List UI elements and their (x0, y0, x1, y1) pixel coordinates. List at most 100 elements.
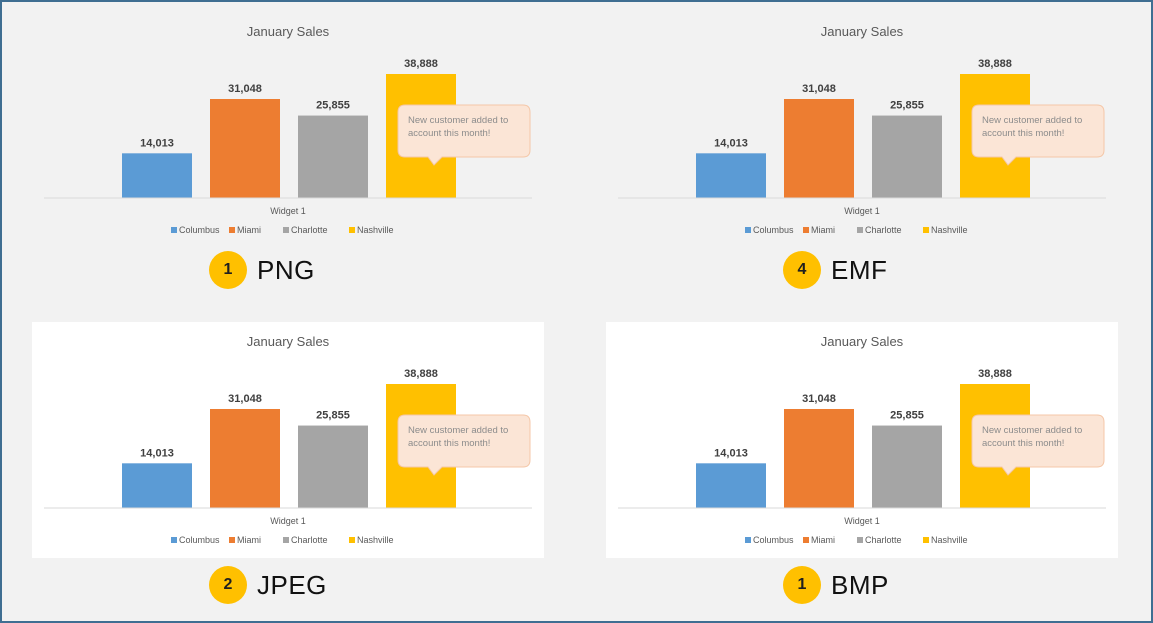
legend-label-miami: Miami (237, 225, 261, 235)
data-label-columbus: 14,013 (714, 137, 748, 149)
legend-swatch-charlotte (857, 227, 863, 233)
callout-bubble (971, 414, 1105, 476)
data-label-miami: 31,048 (802, 83, 836, 95)
legend-swatch-miami (229, 227, 235, 233)
legend-swatch-charlotte (283, 227, 289, 233)
legend-swatch-charlotte (857, 537, 863, 543)
rank-badge: 4 (783, 251, 821, 289)
chart-title: January Sales (247, 24, 330, 39)
legend-swatch-miami (229, 537, 235, 543)
data-label-nashville: 38,888 (404, 368, 438, 380)
bar-columbus (696, 153, 766, 198)
data-label-miami: 31,048 (228, 83, 262, 95)
callout-bubble (397, 104, 531, 166)
chart-panel-jpeg: January Sales 14,013 31,048 25,855 38,888 W… (32, 322, 544, 558)
legend-label-charlotte: Charlotte (291, 225, 328, 235)
bar-columbus (122, 153, 192, 198)
category-label: Widget 1 (270, 516, 306, 526)
callout-line-1: New customer added to (982, 425, 1082, 436)
legend-swatch-charlotte (283, 537, 289, 543)
callout-line-2: account this month! (408, 128, 490, 139)
category-label: Widget 1 (844, 516, 880, 526)
data-label-charlotte: 25,855 (316, 410, 350, 422)
legend-swatch-miami (803, 537, 809, 543)
data-label-nashville: 38,888 (404, 58, 438, 70)
data-label-charlotte: 25,855 (890, 410, 924, 422)
callout-line-1: New customer added to (408, 115, 508, 126)
format-label: EMF (831, 254, 888, 285)
chart-svg: January Sales 14,013 31,048 25,855 38,888 W… (618, 24, 1106, 235)
format-label: BMP (831, 569, 889, 600)
chart-title: January Sales (247, 334, 330, 349)
callout-line-1: New customer added to (408, 425, 508, 436)
data-label-miami: 31,048 (802, 393, 836, 405)
format-tag-jpeg: 2 JPEG (209, 566, 327, 604)
bar-charlotte (298, 115, 368, 198)
callout-line-2: account this month! (408, 438, 490, 449)
rank-badge: 1 (783, 566, 821, 604)
category-label: Widget 1 (844, 206, 880, 216)
rank-badge: 2 (209, 566, 247, 604)
chart-title: January Sales (821, 334, 904, 349)
legend-swatch-miami (803, 227, 809, 233)
legend-swatch-columbus (171, 537, 177, 543)
legend-label-nashville: Nashville (357, 225, 394, 235)
callout-line-2: account this month! (982, 438, 1064, 449)
chart-svg: January Sales 14,013 31,048 25,855 38,888 W… (44, 334, 532, 545)
legend-label-miami: Miami (237, 535, 261, 545)
chart-panel-png: January Sales 14,013 31,048 25,855 38,888 W… (32, 10, 544, 246)
legend-label-nashville: Nashville (931, 535, 968, 545)
callout-bubble (971, 104, 1105, 166)
bar-miami (784, 408, 854, 508)
legend-swatch-nashville (349, 537, 355, 543)
data-label-nashville: 38,888 (978, 58, 1012, 70)
legend-label-charlotte: Charlotte (865, 535, 902, 545)
chart-svg: January Sales 14,013 31,048 25,855 38,888 W… (44, 24, 532, 235)
format-tag-emf: 4 EMF (783, 251, 887, 289)
legend-label-miami: Miami (811, 225, 835, 235)
legend-swatch-nashville (923, 227, 929, 233)
data-label-columbus: 14,013 (140, 137, 174, 149)
legend-swatch-nashville (923, 537, 929, 543)
legend-label-nashville: Nashville (931, 225, 968, 235)
category-label: Widget 1 (270, 206, 306, 216)
bar-charlotte (298, 425, 368, 508)
format-tag-png: 1 PNG (209, 251, 315, 289)
bar-charlotte (872, 425, 942, 508)
format-label: JPEG (257, 569, 327, 600)
legend-label-columbus: Columbus (179, 535, 220, 545)
legend-label-columbus: Columbus (753, 225, 794, 235)
chart-title: January Sales (821, 24, 904, 39)
legend-label-nashville: Nashville (357, 535, 394, 545)
rank-badge: 1 (209, 251, 247, 289)
callout-line-2: account this month! (982, 128, 1064, 139)
chart-svg: January Sales 14,013 31,048 25,855 38,888 W… (618, 334, 1106, 545)
callout-line-1: New customer added to (982, 115, 1082, 126)
legend-label-columbus: Columbus (753, 535, 794, 545)
chart-panel-bmp: January Sales 14,013 31,048 25,855 38,888 W… (606, 322, 1118, 558)
legend-label-charlotte: Charlotte (865, 225, 902, 235)
bar-columbus (122, 463, 192, 508)
data-label-columbus: 14,013 (140, 447, 174, 459)
bar-miami (210, 408, 280, 508)
legend-label-charlotte: Charlotte (291, 535, 328, 545)
data-label-charlotte: 25,855 (316, 100, 350, 112)
legend-swatch-columbus (745, 227, 751, 233)
bar-miami (210, 98, 280, 198)
format-tag-bmp: 1 BMP (783, 566, 889, 604)
legend-label-miami: Miami (811, 535, 835, 545)
legend-swatch-columbus (745, 537, 751, 543)
legend-label-columbus: Columbus (179, 225, 220, 235)
legend-swatch-columbus (171, 227, 177, 233)
bar-columbus (696, 463, 766, 508)
callout-bubble (397, 414, 531, 476)
data-label-charlotte: 25,855 (890, 100, 924, 112)
data-label-columbus: 14,013 (714, 447, 748, 459)
chart-panel-emf: January Sales 14,013 31,048 25,855 38,888 W… (606, 10, 1118, 246)
legend-swatch-nashville (349, 227, 355, 233)
bar-charlotte (872, 115, 942, 198)
data-label-nashville: 38,888 (978, 368, 1012, 380)
bar-miami (784, 98, 854, 198)
data-label-miami: 31,048 (228, 393, 262, 405)
